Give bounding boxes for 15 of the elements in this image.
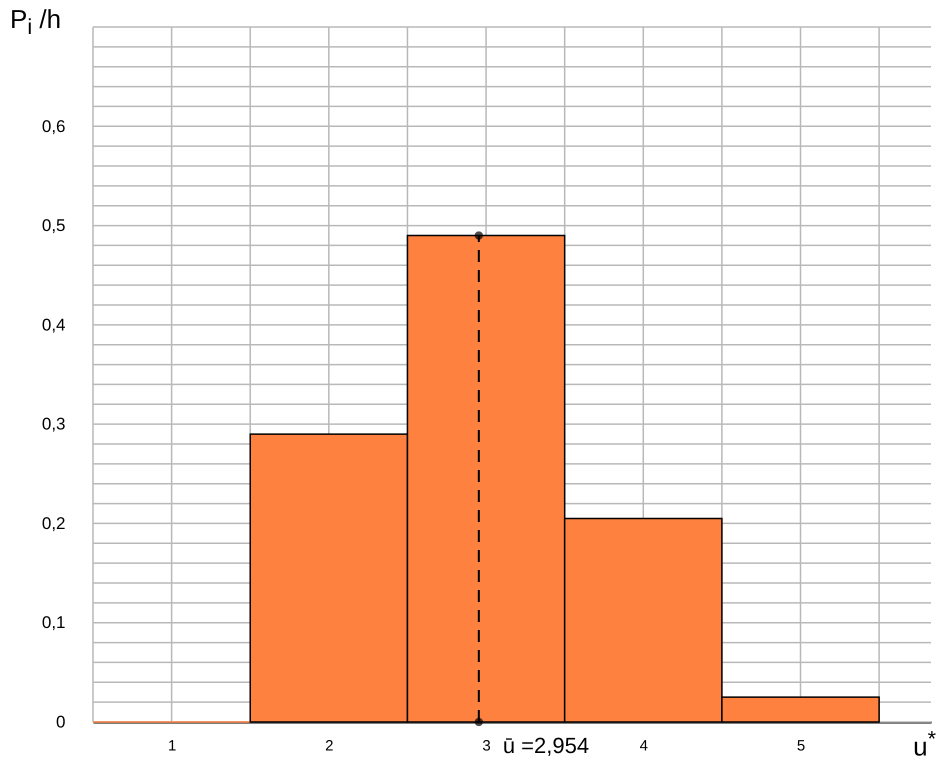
x-axis-title: u$^{*}$ bbox=[913, 726, 936, 763]
y-tick-label: 0,3 bbox=[42, 414, 66, 434]
y-tick-label: 0,4 bbox=[42, 315, 66, 334]
x-tick-label: 2 bbox=[325, 738, 334, 754]
y-tick-label: 0 bbox=[56, 712, 66, 732]
annotation: ū =2,954 bbox=[502, 733, 590, 758]
x-tick-label: 1 bbox=[168, 738, 176, 754]
y-tick-label: 0,1 bbox=[42, 613, 66, 632]
y-tick-label: 0,2 bbox=[42, 514, 66, 533]
x-tick-label: 3 bbox=[482, 738, 491, 754]
y-tick-label: 0,6 bbox=[42, 116, 66, 136]
x-tick-label: 5 bbox=[796, 738, 806, 754]
y-axis-title: P$_{i}$ /h bbox=[10, 4, 62, 40]
y-tick-label: 0,5 bbox=[42, 216, 66, 236]
x-tick-label: 4 bbox=[640, 738, 648, 754]
